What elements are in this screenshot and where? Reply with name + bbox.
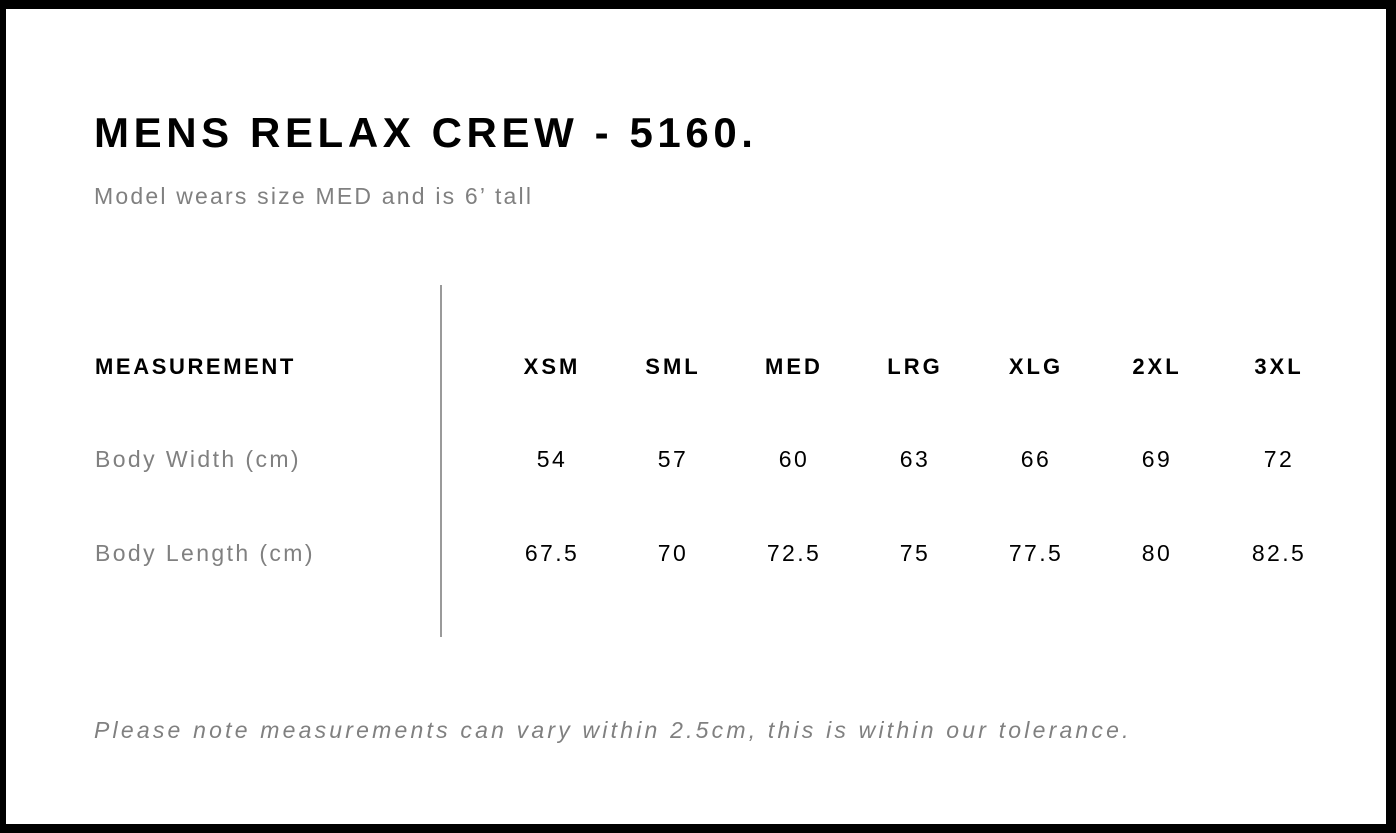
size-header-xlg: XLG: [1008, 354, 1064, 379]
row-label-body-width: Body Width (cm): [95, 446, 301, 472]
size-header-xsm: XSM: [523, 354, 581, 379]
measurement-header: MEASUREMENT: [95, 354, 296, 379]
table-cell: 66: [1020, 446, 1052, 472]
size-header-lrg: LRG: [887, 354, 943, 379]
table-cell: 80: [1141, 540, 1173, 566]
table-cell: 82.5: [1251, 540, 1307, 566]
table-cell: 60: [778, 446, 810, 472]
size-header-med: MED: [765, 354, 823, 379]
size-header-2xl: 2XL: [1132, 354, 1182, 379]
table-cell: 67.5: [524, 540, 580, 566]
table-cell: 72: [1263, 446, 1295, 472]
table-cell: 69: [1141, 446, 1173, 472]
tolerance-note: Please note measurements can vary within…: [94, 717, 1132, 743]
model-info: Model wears size MED and is 6’ tall: [94, 183, 534, 209]
table-cell: 57: [657, 446, 689, 472]
page-title: MENS RELAX CREW - 5160.: [94, 109, 758, 156]
size-chart-card: MENS RELAX CREW - 5160. Model wears size…: [6, 9, 1386, 824]
table-cell: 63: [899, 446, 931, 472]
table-cell: 54: [536, 446, 568, 472]
table-divider: [440, 285, 442, 637]
size-header-3xl: 3XL: [1254, 354, 1304, 379]
table-cell: 70: [657, 540, 689, 566]
row-label-body-length: Body Length (cm): [95, 540, 315, 566]
size-header-sml: SML: [645, 354, 701, 379]
table-cell: 75: [899, 540, 931, 566]
table-cell: 72.5: [766, 540, 822, 566]
table-cell: 77.5: [1008, 540, 1064, 566]
